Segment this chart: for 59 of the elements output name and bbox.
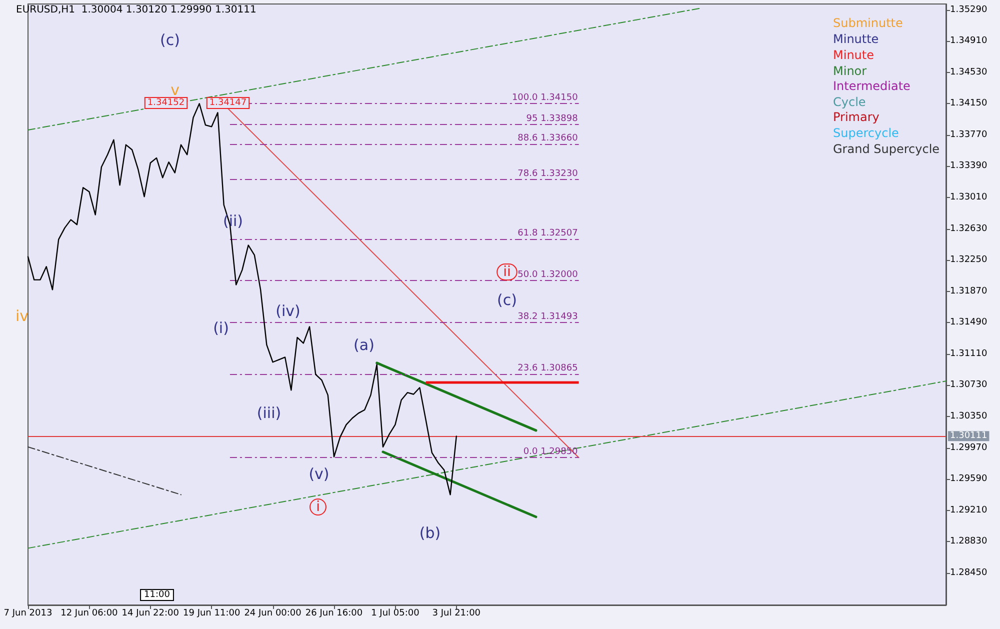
annotation: (b)	[419, 524, 441, 542]
y-tick-label: 1.29590	[950, 474, 988, 484]
annotation: Cycle	[833, 95, 866, 109]
annotation: (c)	[497, 291, 517, 309]
annotation: Subminutte	[833, 16, 903, 30]
y-tick-label: 1.34530	[950, 67, 988, 78]
y-tick-label: 1.34910	[950, 36, 988, 46]
annotation: Minute	[833, 48, 874, 62]
y-tick-label: 1.30730	[950, 380, 988, 390]
ref-line-label: 78.6 1.33230	[518, 168, 578, 179]
annotation: Minutte	[833, 32, 879, 46]
annotation: (c)	[160, 31, 180, 49]
y-tick-label: 1.33010	[950, 192, 988, 202]
x-tick-label: 14 Jun 22:00	[122, 608, 180, 618]
ref-line-label: 95 1.33898	[526, 114, 578, 124]
y-tick-label: 1.32250	[950, 255, 988, 266]
annotation: Primary	[833, 110, 880, 124]
x-tick-label: 19 Jun 11:00	[183, 608, 240, 618]
y-tick-label: 1.29210	[950, 505, 988, 516]
ref-line-label: 88.6 1.33660	[518, 133, 578, 144]
ref-line-label: 50.0 1.32000	[518, 270, 578, 280]
y-tick-label: 1.29970	[950, 442, 988, 453]
annotation: (v)	[308, 465, 330, 483]
ref-line-label: 61.8 1.32507	[518, 228, 578, 238]
annotation: ii	[503, 264, 511, 280]
y-tick-label: 1.32630	[950, 224, 988, 234]
annotation: (i)	[213, 319, 229, 337]
ref-line-label: 23.6 1.30865	[518, 364, 578, 374]
annotation: 11:00	[144, 590, 170, 600]
y-tick-label: 1.33390	[950, 161, 988, 172]
y-tick-label: 1.31490	[950, 318, 988, 328]
x-tick-label: 12 Jun 06:00	[60, 608, 118, 618]
y-tick-label: 1.30350	[950, 411, 988, 422]
y-tick-label: 1.31870	[950, 286, 988, 296]
ref-line-label: 38.2 1.31493	[518, 312, 578, 322]
y-tick-label: 1.28830	[950, 536, 988, 547]
annotation: i	[316, 499, 320, 515]
annotation: Intermediate	[833, 79, 910, 93]
annotation: (iv)	[276, 302, 300, 320]
annotation: v	[170, 81, 180, 99]
x-tick-label: 26 Jun 16:00	[305, 608, 363, 618]
annotation: Grand Supercycle	[833, 142, 940, 156]
annotation: 1.34152	[147, 98, 185, 108]
y-tick-label: 1.33770	[950, 130, 988, 140]
y-tick-label: 1.34150	[950, 98, 988, 109]
y-tick-label: 1.31110	[950, 348, 988, 359]
x-tick-label: 7 Jun 2013	[4, 608, 52, 618]
annotation: (a)	[354, 336, 374, 354]
annotation: Supercycle	[833, 126, 899, 140]
annotation: 1.34147	[209, 98, 247, 108]
annotation: (iii)	[256, 404, 282, 422]
y-tick-label: 1.35290	[950, 4, 988, 15]
x-tick-label: 3 Jul 21:00	[432, 608, 481, 618]
x-tick-label: 24 Jun 00:00	[244, 608, 302, 618]
y-tick-label: 1.28450	[950, 568, 988, 578]
ref-line-label: 100.0 1.34150	[512, 93, 578, 104]
ref-line-label: 1.30111	[950, 431, 988, 442]
x-tick-label: 1 Jul 05:00	[371, 608, 420, 618]
annotation: Minor	[833, 64, 867, 78]
